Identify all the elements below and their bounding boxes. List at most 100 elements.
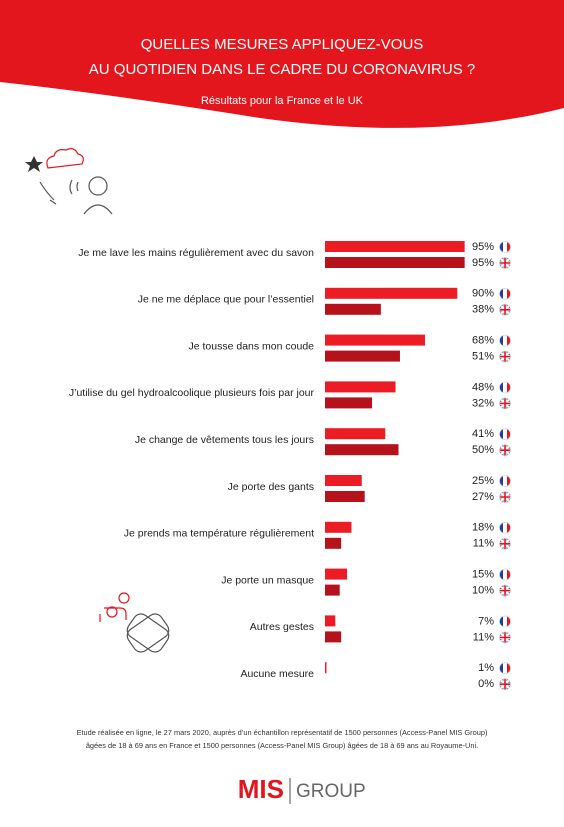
flag-body: [499, 569, 511, 581]
flag-body: [499, 335, 511, 347]
value-label: 25%: [472, 475, 494, 487]
category-label: Je porte des gants: [228, 481, 314, 493]
category-label: Je prends ma température régulièrement: [124, 528, 314, 540]
flag-ring: [499, 631, 511, 644]
flag-france: [499, 334, 511, 347]
stripe: [507, 428, 511, 440]
stripe: [499, 288, 503, 300]
flag-uk: [499, 397, 511, 410]
flag-france: [499, 241, 511, 253]
cross-red: [499, 538, 511, 550]
flag-body: [499, 615, 511, 627]
value-label: 32%: [472, 397, 494, 409]
flag-ring: [499, 381, 511, 394]
stripe: [503, 381, 507, 393]
flag-france: [499, 568, 511, 581]
stripe: [507, 615, 511, 627]
stripe: [507, 475, 511, 487]
flag-ring: [499, 537, 511, 550]
flag-ring: [499, 428, 511, 441]
value-label: 95%: [472, 257, 494, 269]
category-label: Autres gestes: [250, 621, 314, 633]
flag-ring: [499, 287, 511, 300]
flag-ring: [499, 444, 511, 457]
cross-red: [499, 444, 511, 456]
value-label: 7%: [478, 615, 494, 627]
flag-uk: [499, 350, 511, 363]
stripe: [503, 662, 507, 674]
bar: [325, 491, 365, 502]
stripe: [507, 522, 511, 534]
stripe: [503, 475, 507, 487]
illustration: [25, 148, 170, 653]
flag-ring: [499, 303, 511, 316]
flag-ring: [499, 241, 511, 253]
category-label: Je change de vêtements tous les jours: [135, 434, 314, 446]
flag-body: [499, 522, 511, 534]
flag-ring: [499, 662, 511, 675]
stripe: [507, 569, 511, 581]
value-label: 90%: [472, 288, 494, 300]
stripe: [503, 335, 507, 347]
bar: [325, 287, 458, 299]
title-line: QUELLES MESURES APPLIQUEZ-VOUS: [141, 36, 424, 53]
cross-red: [499, 304, 511, 316]
bar: [325, 397, 373, 409]
bar: [325, 584, 340, 596]
stripe: [503, 428, 507, 440]
stripe: [499, 335, 503, 347]
category-label: J’utilise du gel hydroalcoolique plusieu…: [69, 387, 315, 399]
stripe: [499, 569, 503, 581]
stripe: [499, 615, 503, 627]
value-label: 41%: [472, 428, 494, 440]
flag-france: [499, 287, 511, 300]
flag-ring: [499, 350, 511, 363]
value-label: 27%: [472, 491, 494, 503]
value-label: 11%: [473, 631, 494, 643]
flag-body: [499, 491, 511, 503]
logo-text: GROUP: [296, 781, 366, 802]
bar: [325, 631, 342, 643]
stripe: [503, 569, 507, 581]
flag-france: [499, 381, 511, 394]
flag-body: [499, 631, 511, 643]
cross-red: [499, 397, 511, 409]
bar: [325, 475, 362, 486]
stripe: [499, 662, 503, 674]
value-label: 38%: [472, 304, 494, 316]
flag-body: [499, 351, 511, 363]
stripe: [499, 428, 503, 440]
stripe: [499, 381, 503, 393]
value-label: 50%: [472, 444, 494, 456]
category-label: Je ne me déplace que pour l’essentiel: [138, 294, 314, 306]
flag-france: [499, 475, 511, 487]
cross-red: [499, 491, 511, 503]
stripe: [499, 522, 503, 534]
flag-ring: [499, 397, 511, 410]
bar: [325, 257, 465, 268]
stripe: [503, 288, 507, 300]
value-label: 11%: [473, 538, 494, 550]
footnote: âgées de 18 à 69 ans en France et 1500 p…: [86, 741, 478, 750]
flag-body: [499, 257, 511, 269]
subtitle: Résultats pour la France et le UK: [201, 95, 364, 107]
value-label: 0%: [478, 678, 494, 690]
flag-body: [499, 428, 511, 440]
stripe: [503, 522, 507, 534]
category-label: Aucune mesure: [240, 668, 314, 680]
category-label: Je porte un masque: [221, 574, 314, 586]
value-label: 95%: [472, 241, 494, 253]
cross-red: [499, 257, 511, 269]
stripe: [507, 241, 511, 253]
cross-red: [499, 631, 511, 643]
flag-ring: [499, 615, 511, 628]
flag-uk: [499, 257, 511, 269]
flag-uk: [499, 537, 511, 550]
value-label: 18%: [472, 522, 494, 534]
flag-ring: [499, 334, 511, 347]
logo-mark: MIS: [238, 774, 284, 804]
header-band: [0, 0, 564, 128]
flag-france: [499, 521, 511, 534]
bar: [325, 334, 425, 346]
